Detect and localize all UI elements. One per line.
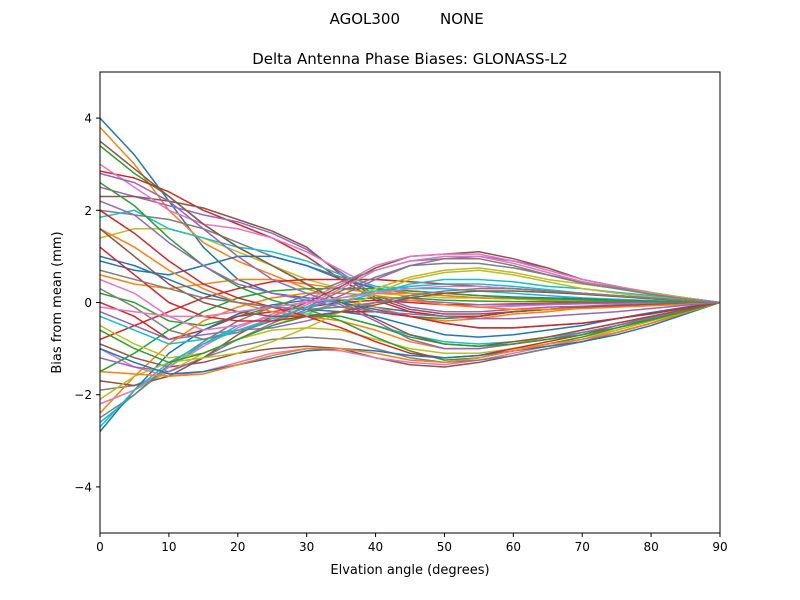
x-tick-label: 80: [643, 540, 658, 554]
series-line-curve-38: [100, 262, 720, 341]
series-line-curve-22: [100, 292, 720, 415]
x-tick-label: 0: [96, 540, 104, 554]
series-line-curve-43: [100, 301, 720, 364]
series-line-curve-35: [100, 172, 720, 350]
x-tick-label: 50: [437, 540, 452, 554]
y-tick-label: 2: [84, 204, 92, 218]
series-line-curve-27: [100, 253, 720, 405]
x-tick-label: 30: [299, 540, 314, 554]
y-tick-label: 4: [84, 112, 92, 126]
suptitle-radome: NONE: [440, 10, 484, 28]
x-axis-label: Elvation angle (degrees): [330, 563, 489, 578]
y-tick-label: −4: [74, 480, 92, 494]
series-line-curve-06: [100, 195, 720, 315]
y-axis-ticks: −4 −2 0 2 4: [74, 112, 100, 494]
series-line-curve-02: [100, 126, 720, 322]
x-tick-label: 90: [712, 540, 727, 554]
x-tick-label: 10: [161, 540, 176, 554]
x-tick-label: 40: [368, 540, 383, 554]
suptitle-antenna: AGOL300: [330, 10, 400, 28]
series-line-curve-23: [100, 287, 720, 373]
y-tick-label: −2: [74, 388, 92, 402]
series-line-curve-36: [100, 140, 720, 348]
y-tick-label: 0: [84, 296, 92, 310]
series-line-curve-21: [100, 299, 720, 433]
series-line-curve-41: [100, 301, 720, 375]
series-line-curve-39: [100, 269, 720, 401]
series-line-curve-48: [100, 269, 720, 311]
series-lines: [100, 117, 720, 433]
chart-title: Delta Antenna Phase Biases: GLONASS-L2: [252, 50, 568, 68]
x-axis-ticks: 0 10 20 30 40 50 60 70 80 90: [96, 533, 728, 554]
series-line-curve-46: [100, 227, 720, 318]
x-tick-label: 70: [575, 540, 590, 554]
series-line-curve-05: [100, 186, 720, 313]
series-line-curve-42: [100, 301, 720, 378]
y-axis-label: Bias from mean (mm): [50, 231, 65, 373]
series-line-curve-45: [100, 200, 720, 320]
x-tick-label: 60: [506, 540, 521, 554]
x-tick-label: 20: [230, 540, 245, 554]
